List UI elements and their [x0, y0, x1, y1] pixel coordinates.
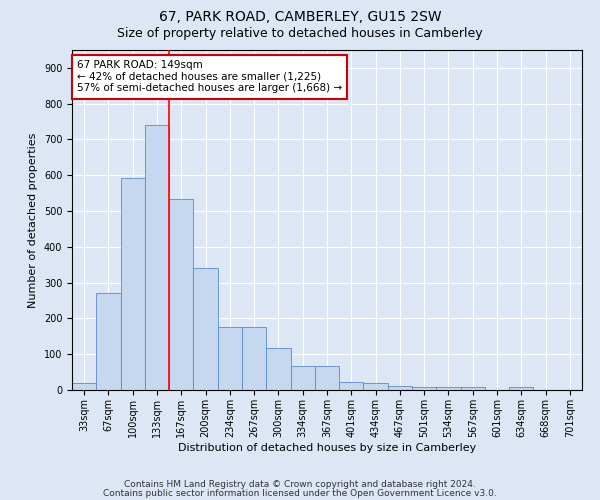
- X-axis label: Distribution of detached houses by size in Camberley: Distribution of detached houses by size …: [178, 442, 476, 452]
- Text: 67 PARK ROAD: 149sqm
← 42% of detached houses are smaller (1,225)
57% of semi-de: 67 PARK ROAD: 149sqm ← 42% of detached h…: [77, 60, 342, 94]
- Bar: [509, 387, 533, 390]
- Bar: [266, 348, 290, 390]
- Bar: [461, 388, 485, 390]
- Bar: [388, 386, 412, 390]
- Bar: [436, 388, 461, 390]
- Text: Contains public sector information licensed under the Open Government Licence v3: Contains public sector information licen…: [103, 489, 497, 498]
- Text: 67, PARK ROAD, CAMBERLEY, GU15 2SW: 67, PARK ROAD, CAMBERLEY, GU15 2SW: [158, 10, 442, 24]
- Bar: [412, 387, 436, 390]
- Bar: [218, 328, 242, 390]
- Bar: [339, 382, 364, 390]
- Bar: [290, 366, 315, 390]
- Bar: [145, 125, 169, 390]
- Bar: [315, 366, 339, 390]
- Bar: [364, 383, 388, 390]
- Text: Contains HM Land Registry data © Crown copyright and database right 2024.: Contains HM Land Registry data © Crown c…: [124, 480, 476, 489]
- Bar: [242, 328, 266, 390]
- Y-axis label: Number of detached properties: Number of detached properties: [28, 132, 38, 308]
- Bar: [169, 198, 193, 390]
- Bar: [193, 268, 218, 390]
- Text: Size of property relative to detached houses in Camberley: Size of property relative to detached ho…: [117, 28, 483, 40]
- Bar: [121, 178, 145, 390]
- Bar: [72, 383, 96, 390]
- Bar: [96, 292, 121, 390]
